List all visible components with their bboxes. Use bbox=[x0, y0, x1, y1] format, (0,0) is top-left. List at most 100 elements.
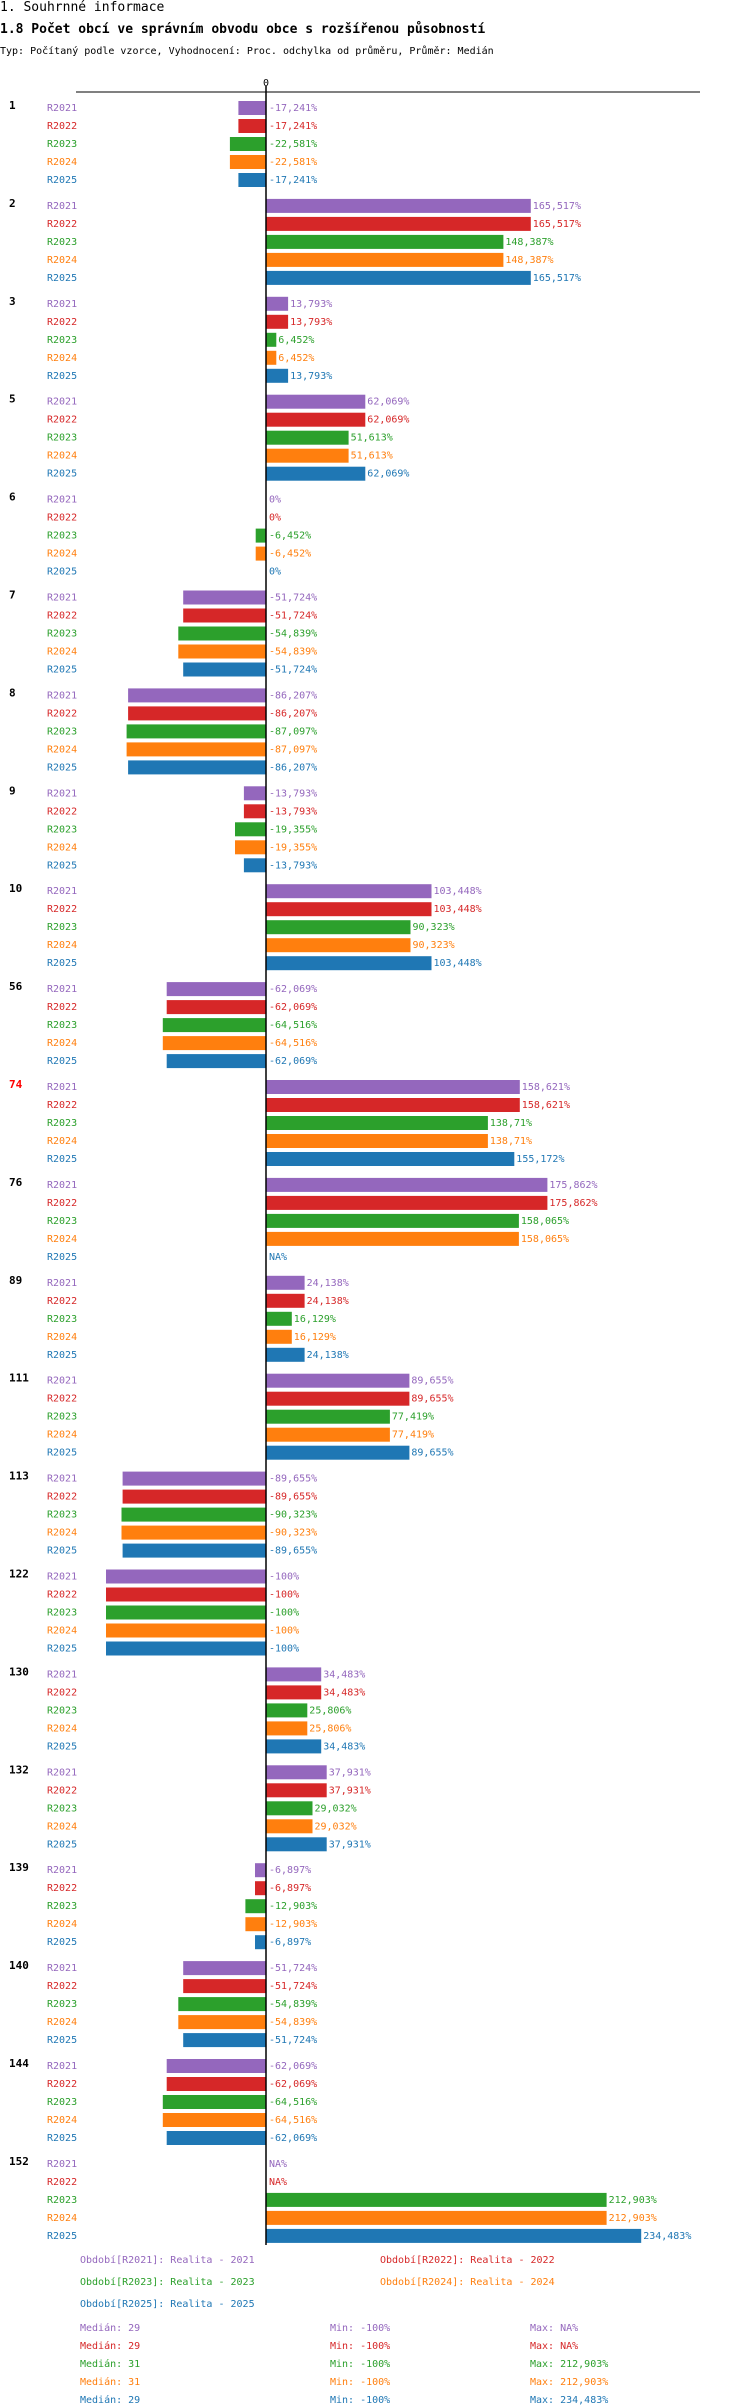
value-label: 77,419% bbox=[392, 1430, 434, 1441]
bar bbox=[266, 350, 277, 365]
bar bbox=[238, 119, 266, 133]
bar bbox=[266, 1819, 313, 1834]
value-label: -62,069% bbox=[269, 2133, 317, 2144]
bar bbox=[266, 2210, 607, 2225]
series-label: R2025 bbox=[47, 1350, 77, 1361]
bar bbox=[183, 1961, 266, 1976]
bar bbox=[266, 902, 432, 917]
value-label: -89,655% bbox=[269, 1546, 317, 1557]
series-label: R2023 bbox=[47, 2195, 77, 2206]
series-label: R2023 bbox=[47, 335, 77, 346]
bar bbox=[266, 1801, 313, 1816]
value-label: 138,71% bbox=[490, 1118, 532, 1129]
bar bbox=[162, 1018, 266, 1033]
value-label: -13,793% bbox=[269, 806, 317, 817]
bar bbox=[166, 1000, 266, 1015]
series-label: R2023 bbox=[47, 1608, 77, 1619]
value-label: 62,069% bbox=[367, 415, 409, 426]
value-label: 103,448% bbox=[434, 904, 482, 915]
series-label: R2025 bbox=[47, 2231, 77, 2242]
bar bbox=[266, 1837, 327, 1852]
bar bbox=[106, 1623, 266, 1638]
value-label: -13,793% bbox=[269, 860, 317, 871]
legend-stat-median: Medián: 29 bbox=[80, 2395, 141, 2406]
value-label: 77,419% bbox=[392, 1412, 434, 1423]
series-label: R2021 bbox=[47, 1278, 77, 1289]
series-label: R2024 bbox=[47, 157, 77, 168]
series-label: R2024 bbox=[47, 842, 77, 853]
series-label: R2025 bbox=[47, 1741, 77, 1752]
series-label: R2024 bbox=[47, 1332, 77, 1343]
bar bbox=[166, 2059, 266, 2073]
bar bbox=[266, 394, 366, 409]
series-label: R2023 bbox=[47, 1510, 77, 1521]
series-label: R2022 bbox=[47, 121, 77, 132]
bar bbox=[266, 938, 411, 953]
value-label: -51,724% bbox=[269, 1963, 317, 1974]
series-label: R2025 bbox=[47, 1448, 77, 1459]
series-label: R2024 bbox=[47, 744, 77, 755]
series-label: R2025 bbox=[47, 2035, 77, 2046]
bar bbox=[266, 1685, 322, 1700]
bar bbox=[183, 608, 266, 623]
bar bbox=[126, 742, 266, 757]
value-label: 29,032% bbox=[315, 1803, 357, 1814]
series-label: R2021 bbox=[47, 299, 77, 310]
bar bbox=[243, 804, 266, 819]
series-label: R2022 bbox=[47, 2079, 77, 2090]
series-label: R2023 bbox=[47, 1705, 77, 1716]
series-label: R2024 bbox=[47, 647, 77, 658]
series-label: R2022 bbox=[47, 1198, 77, 1209]
section-heading: 1. Souhrnné informace bbox=[0, 0, 165, 15]
value-label: 212,903% bbox=[609, 2195, 657, 2206]
series-label: R2024 bbox=[47, 1528, 77, 1539]
value-label: 158,621% bbox=[522, 1082, 570, 1093]
value-label: 0% bbox=[269, 513, 281, 524]
bar bbox=[266, 296, 289, 311]
value-label: 90,323% bbox=[413, 922, 455, 933]
value-label: -87,097% bbox=[269, 726, 317, 737]
bar bbox=[266, 956, 432, 971]
group-label: 2 bbox=[9, 197, 16, 210]
group-label: 10 bbox=[9, 882, 22, 895]
bar bbox=[183, 590, 266, 605]
bar bbox=[266, 332, 277, 347]
series-label: R2022 bbox=[47, 513, 77, 524]
bar bbox=[266, 448, 349, 463]
value-label: -64,516% bbox=[269, 2097, 317, 2108]
series-label: R2025 bbox=[47, 2133, 77, 2144]
series-label: R2022 bbox=[47, 219, 77, 230]
bar bbox=[122, 1489, 266, 1504]
value-label: 148,387% bbox=[505, 255, 553, 266]
chart-title: 1.8 Počet obcí ve správním obvodu obce s… bbox=[0, 22, 486, 37]
bar bbox=[166, 2077, 266, 2091]
bar bbox=[266, 920, 411, 935]
value-label: 175,862% bbox=[549, 1180, 597, 1191]
bar bbox=[266, 252, 504, 267]
value-label: 29,032% bbox=[315, 1821, 357, 1832]
value-label: 89,655% bbox=[411, 1448, 453, 1459]
value-label: 34,483% bbox=[323, 1669, 365, 1680]
series-label: R2024 bbox=[47, 1430, 77, 1441]
bar bbox=[266, 216, 531, 231]
bar bbox=[266, 884, 432, 899]
series-label: R2025 bbox=[47, 1252, 77, 1263]
bar bbox=[266, 1391, 410, 1406]
value-label: -13,793% bbox=[269, 788, 317, 799]
bar bbox=[266, 1783, 327, 1798]
bar bbox=[266, 412, 366, 427]
value-label: -12,903% bbox=[269, 1901, 317, 1912]
value-label: -54,839% bbox=[269, 2017, 317, 2028]
series-label: R2021 bbox=[47, 1865, 77, 1876]
value-label: -19,355% bbox=[269, 824, 317, 835]
bar bbox=[106, 1569, 266, 1584]
bar bbox=[128, 706, 266, 721]
series-label: R2024 bbox=[47, 2115, 77, 2126]
bar bbox=[178, 1997, 266, 2012]
value-label: 158,621% bbox=[522, 1100, 570, 1111]
bar bbox=[266, 1293, 305, 1308]
value-label: -6,897% bbox=[269, 1937, 311, 1948]
value-label: 25,806% bbox=[309, 1723, 351, 1734]
value-label: -86,207% bbox=[269, 708, 317, 719]
series-label: R2022 bbox=[47, 1687, 77, 1698]
